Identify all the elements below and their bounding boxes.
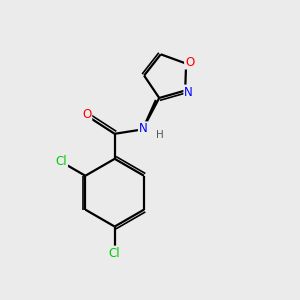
- Text: N: N: [139, 122, 148, 135]
- Text: Cl: Cl: [56, 155, 67, 168]
- Text: O: O: [82, 108, 91, 121]
- Text: O: O: [185, 56, 194, 69]
- Text: Cl: Cl: [109, 247, 121, 260]
- Text: N: N: [184, 85, 193, 98]
- Text: H: H: [156, 130, 164, 140]
